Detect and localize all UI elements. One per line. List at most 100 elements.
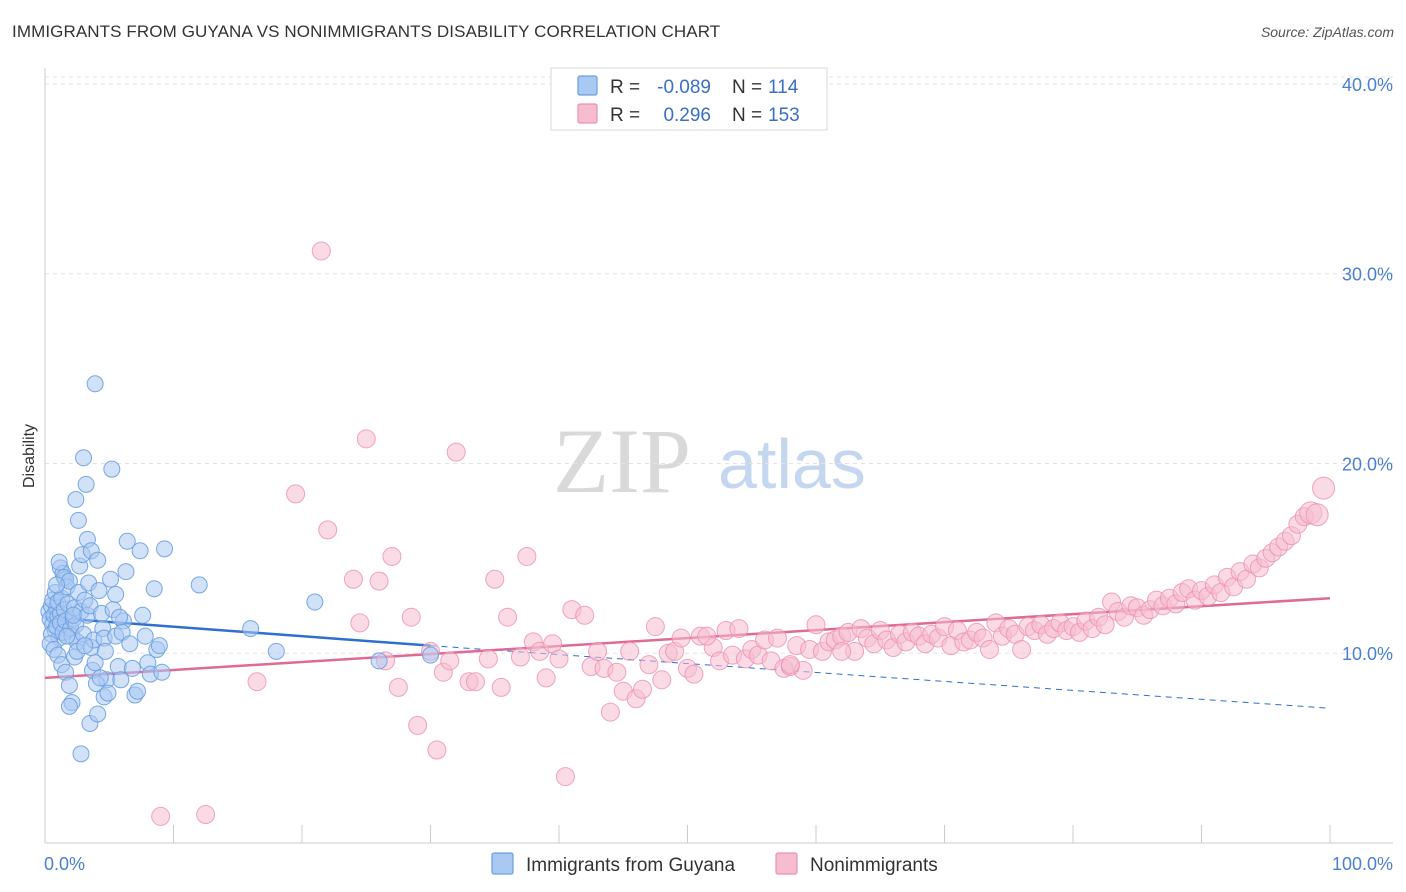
nonimmigrants-point [427,740,447,760]
nonimmigrants-point [767,628,787,648]
nonimmigrants-point [639,655,659,675]
nonimmigrants-point [196,805,216,825]
nonimmigrants-point [697,626,717,646]
guyana-trend-extension [430,645,1331,709]
legend-n-value-guyana: 114 [768,77,799,98]
nonimmigrants-point [780,655,800,675]
legend-n-value-nonimmigrants: 153 [768,105,800,126]
nonimmigrants-point [318,520,338,540]
nonimmigrants-point [684,664,704,684]
guyana-point [89,551,107,569]
guyana-point [134,606,152,624]
guyana-point [96,642,114,660]
guyana-point [242,620,260,638]
chart-title: IMMIGRANTS FROM GUYANA VS NONIMMIGRANTS … [12,22,721,41]
nonimmigrants-point [408,715,428,735]
guyana-point [60,677,78,695]
guyana-point [77,475,95,493]
legend-n-label-nonimmigrants: N = [732,105,762,126]
guyana-point [103,460,121,478]
guyana-point [60,697,78,715]
source-credit: Source: ZipAtlas.com [1260,24,1394,40]
legend-n-label-guyana: N = [732,77,762,98]
guyana-point [102,570,120,588]
nonimmigrants-point [247,672,267,692]
guyana-point [75,449,93,467]
bottom-legend-swatch-nonimmigrants [775,852,798,875]
nonimmigrants-point [575,605,595,625]
guyana-point [76,637,94,655]
nonimmigrants-point [510,647,530,667]
nonimmigrants-point [491,677,511,697]
guyana-point [91,669,109,687]
axes [44,68,1393,844]
guyana-point [145,580,163,598]
gridlines [45,76,1393,654]
legend-r-label-nonimmigrants: R = [610,105,640,126]
guyana-point [69,511,87,529]
guyana-point [86,654,104,672]
nonimmigrants-point [401,607,421,627]
nonimmigrants-point [671,628,691,648]
nonimmigrants-point [369,571,389,591]
watermark: ZIP atlas [553,410,866,512]
nonimmigrants-point [832,641,852,661]
stats-legend: R = -0.089 N = 114 R = 0.296 N = 153 [550,67,828,131]
y-tick-label-1: 20.0% [1342,454,1393,474]
nonimmigrants-point [517,546,537,566]
guyana-point [190,576,208,594]
y-axis-label: Disability [21,424,38,488]
nonimmigrants-point [151,806,171,826]
nonimmigrants-point [343,569,363,589]
y-tick-label-2: 30.0% [1342,265,1393,285]
legend-swatch-guyana [577,75,598,96]
nonimmigrants-point [607,662,627,682]
nonimmigrants-point [356,429,376,449]
guyana-point [58,627,76,645]
guyana-point [118,532,136,550]
guyana-point [123,659,141,677]
x-tick-label-1: 100.0% [1332,854,1393,874]
guyana-point [306,593,324,611]
guyana-point [129,682,147,700]
guyana-point [64,606,82,624]
watermark-atlas: atlas [718,425,866,503]
y-tick-label-0: 10.0% [1342,644,1393,664]
x-tick-labels: 0.0% 100.0% [44,854,1393,874]
nonimmigrants-point [350,613,370,633]
guyana-point [121,635,139,653]
y-tick-labels: 10.0% 20.0% 30.0% 40.0% [1342,75,1393,664]
nonimmigrants-point [620,641,640,661]
nonimmigrants-point [600,702,620,722]
nonimmigrants-point [1012,639,1032,659]
legend-r-value-guyana: -0.089 [657,77,711,98]
bottom-legend-swatch-guyana [491,852,514,875]
bottom-legend-label-guyana: Immigrants from Guyana [526,855,735,876]
nonimmigrants-point [465,672,485,692]
guyana-point [370,652,388,670]
nonimmigrants-point [1312,476,1336,500]
nonimmigrants-point [555,767,575,787]
nonimmigrants-point [311,241,331,261]
guyana-point [150,637,168,655]
nonimmigrants-point [588,641,608,661]
guyana-points [40,375,439,763]
guyana-point [112,671,130,689]
guyana-point [153,663,171,681]
guyana-point [72,745,90,763]
nonimmigrants-point [498,607,518,627]
guyana-point [111,608,129,626]
guyana-point [267,642,285,660]
nonimmigrants-point [645,617,665,637]
guyana-trend-line [44,615,431,647]
nonimmigrants-point [286,484,306,504]
series-legend: Immigrants from Guyana Nonimmigrants [491,852,938,876]
x-tick-label-0: 0.0% [44,854,85,874]
guyana-point [131,542,149,560]
guyana-point [67,491,85,509]
guyana-point [107,585,125,603]
guyana-point [136,627,154,645]
legend-r-label-guyana: R = [610,77,640,98]
guyana-point [99,684,117,702]
guyana-point [89,705,107,723]
